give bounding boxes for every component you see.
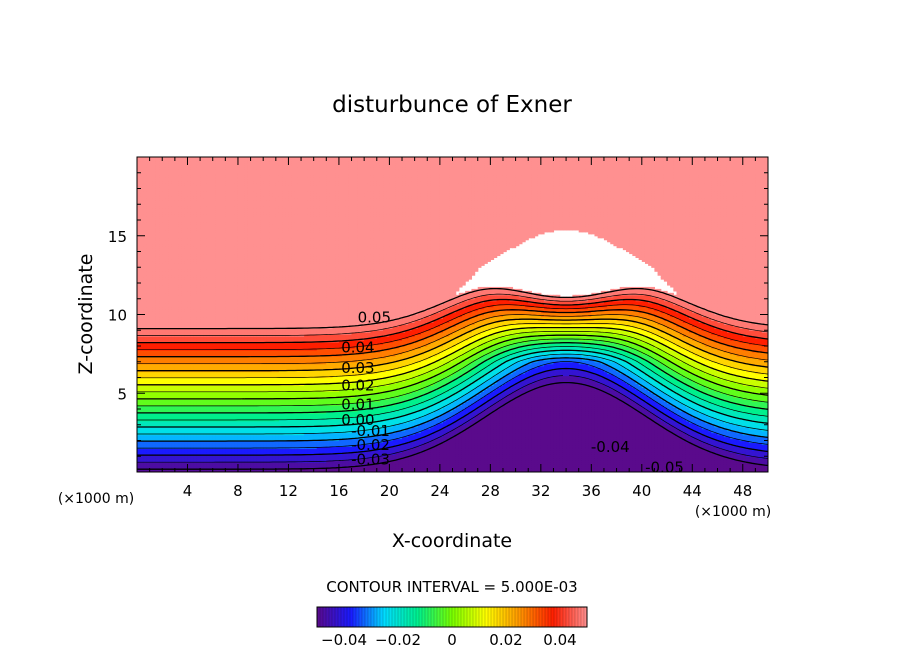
colorbar-tick-label: −0.02 bbox=[375, 631, 421, 649]
x-tick-label: 32 bbox=[531, 482, 550, 500]
y-tick-label: 5 bbox=[117, 385, 127, 403]
y-axis-label: Z-coordinate bbox=[75, 254, 97, 375]
colorbar-tick-label: 0.02 bbox=[489, 631, 522, 649]
x-tick-label: 20 bbox=[380, 482, 399, 500]
contour-label: -0.05 bbox=[645, 458, 684, 476]
colorbar bbox=[317, 607, 587, 627]
contour-label: 0.03 bbox=[341, 359, 374, 377]
colorbar-tick-label: 0 bbox=[447, 631, 457, 649]
x-unit-right: (×1000 m) bbox=[695, 504, 771, 520]
colorbar-tick-label: −0.04 bbox=[321, 631, 367, 649]
x-tick-label: 8 bbox=[233, 482, 243, 500]
chart-title: disturbunce of Exner bbox=[332, 92, 572, 118]
x-tick-label: 12 bbox=[279, 482, 298, 500]
colorbar-tick-label: 0.04 bbox=[543, 631, 576, 649]
contour-fills bbox=[137, 157, 769, 473]
x-tick-label: 16 bbox=[329, 482, 348, 500]
y-tick-label: 10 bbox=[108, 307, 127, 325]
x-axis-label: X-coordinate bbox=[392, 530, 512, 552]
contour-label: 0.04 bbox=[341, 339, 374, 357]
x-tick-label: 48 bbox=[733, 482, 752, 500]
contour-label: -0.03 bbox=[351, 450, 390, 468]
x-tick-label: 40 bbox=[632, 482, 651, 500]
contour-label: 0.05 bbox=[358, 309, 391, 327]
x-unit-left: (×1000 m) bbox=[58, 491, 134, 507]
x-tick-label: 28 bbox=[481, 482, 500, 500]
x-tick-label: 4 bbox=[183, 482, 193, 500]
x-tick-label: 24 bbox=[430, 482, 449, 500]
contour-label: -0.04 bbox=[591, 438, 630, 456]
y-tick-label: 15 bbox=[108, 228, 127, 246]
colorbar-tick-labels: −0.04 −0.02 0 0.02 0.04 bbox=[321, 631, 577, 649]
x-tick-label: 44 bbox=[683, 482, 702, 500]
contour-interval-text: CONTOUR INTERVAL = 5.000E-03 bbox=[326, 578, 577, 596]
contour-label: 0.02 bbox=[341, 376, 374, 394]
x-tick-label: 36 bbox=[582, 482, 601, 500]
